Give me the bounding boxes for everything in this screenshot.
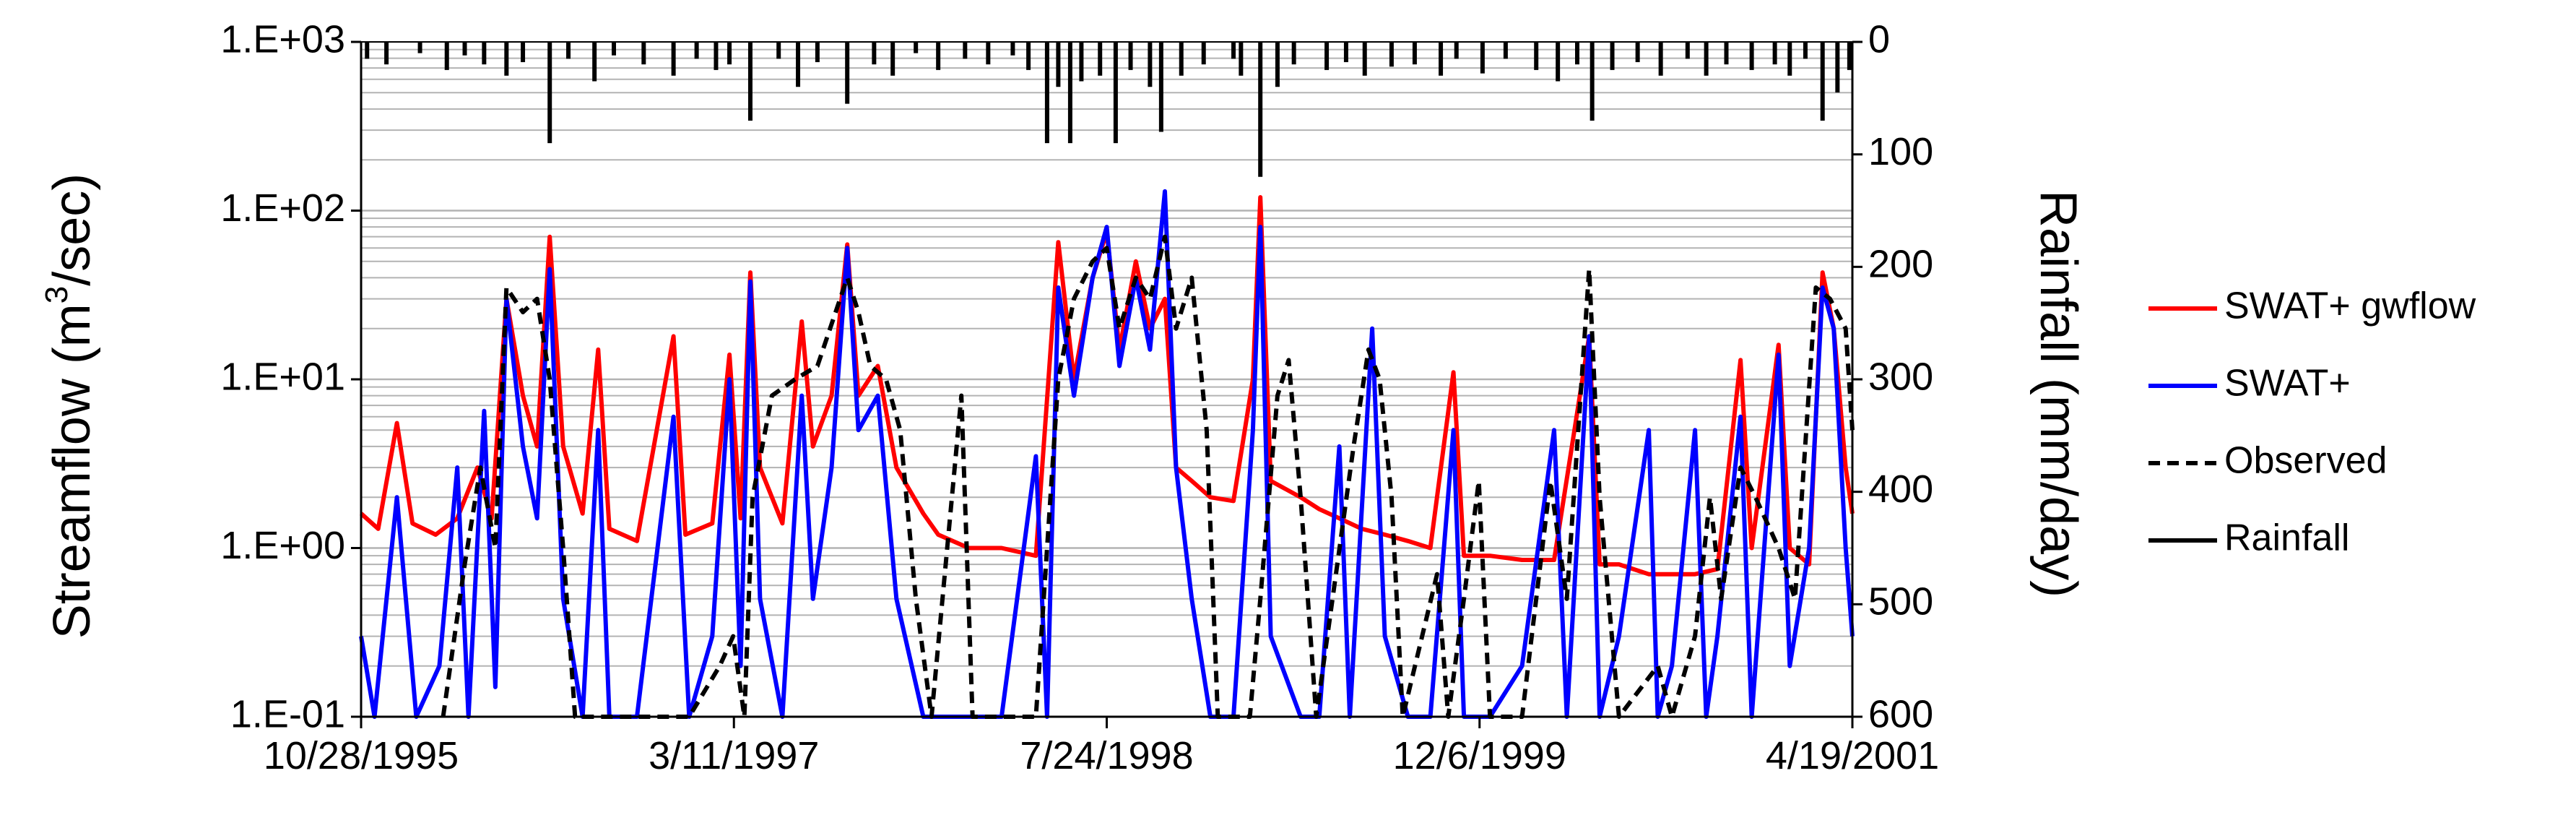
left-tick-label: 1.E+02 <box>220 186 345 230</box>
series-line-observed <box>441 234 1855 719</box>
series-line-swat-gwflow <box>360 195 1855 577</box>
right-tick-label: 600 <box>1868 692 1933 736</box>
left-axis-title-pre: Streamflow (m <box>43 303 101 639</box>
right-tick-label: 500 <box>1868 580 1933 624</box>
left-tick-label: 1.E+00 <box>220 524 345 567</box>
right-tick-label: 300 <box>1868 355 1933 398</box>
legend-label: SWAT+ <box>2224 363 2351 405</box>
right-axis-title: Rainfall (mm/day) <box>2029 190 2087 598</box>
legend-label: SWAT+ gwflow <box>2224 285 2476 327</box>
x-tick-label: 4/19/2001 <box>1766 734 1939 777</box>
streamflow-series <box>359 189 1855 719</box>
legend: SWAT+ gwflow SWAT+ Observed Rainfall <box>2148 285 2476 559</box>
left-axis-title-post: /sec) <box>43 173 101 286</box>
left-tick-label: 1.E-01 <box>230 692 345 736</box>
tick-labels: 1.E+03 1.E+02 1.E+01 1.E+00 1.E-01 0 100 200 300… <box>220 17 1939 777</box>
right-tick-label: 400 <box>1868 467 1933 511</box>
left-tick-label: 1.E+01 <box>220 355 345 398</box>
grid-layer <box>361 48 1852 718</box>
legend-label: Observed <box>2224 440 2387 482</box>
left-tick-label: 1.E+03 <box>220 17 345 61</box>
legend-label: Rainfall <box>2224 517 2349 559</box>
x-tick-label: 7/24/1998 <box>1020 734 1193 777</box>
left-axis-title-sup: 3 <box>39 286 74 303</box>
right-tick-label: 100 <box>1868 130 1933 173</box>
left-axis-title: Streamflow (m3/sec) <box>39 173 101 639</box>
rainfall-bars <box>365 42 1852 177</box>
x-tick-label: 3/11/1997 <box>649 734 819 777</box>
x-tick-label: 12/6/1999 <box>1393 734 1566 777</box>
axes <box>351 40 1862 728</box>
series-line-swat- <box>359 189 1855 719</box>
right-tick-label: 0 <box>1868 17 1890 61</box>
right-tick-label: 200 <box>1868 243 1933 286</box>
x-tick-label: 10/28/1995 <box>264 734 459 777</box>
